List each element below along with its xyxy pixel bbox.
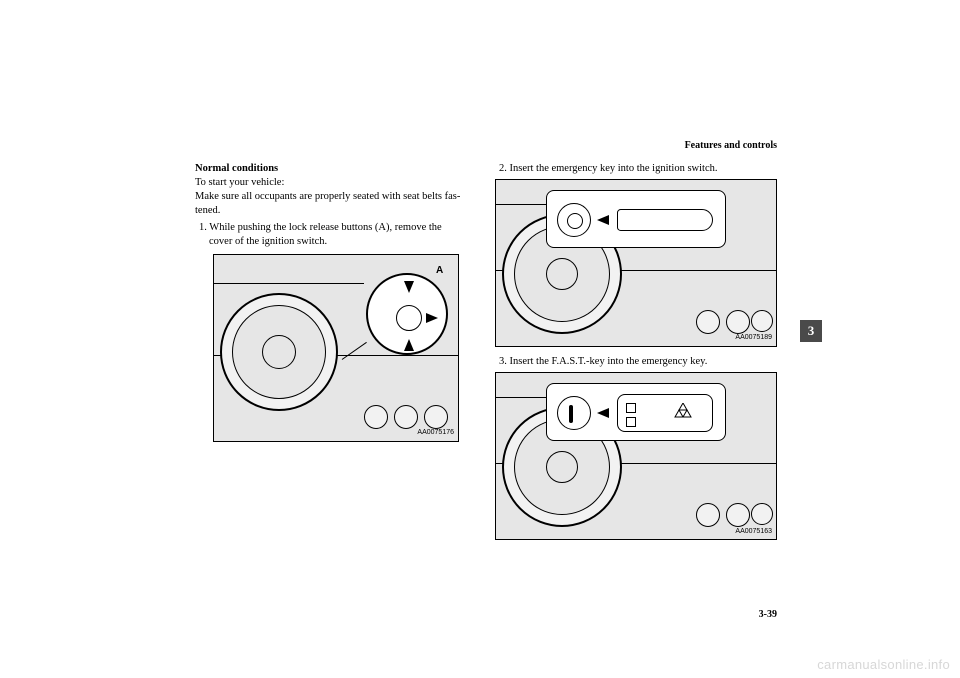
figure-3-art bbox=[496, 373, 776, 539]
mitsubishi-logo-icon bbox=[660, 403, 706, 429]
step-1-line-a: 1. While pushing the lock release button… bbox=[195, 221, 477, 234]
step-3: 3. Insert the F.A.S.T.-key into the emer… bbox=[495, 355, 777, 368]
figure-2-art bbox=[496, 180, 776, 346]
figure-3-inset bbox=[546, 383, 726, 441]
callout-label-a: A bbox=[436, 265, 443, 278]
figure-1: A AA0075176 bbox=[213, 254, 459, 442]
chapter-tab: 3 bbox=[800, 320, 822, 342]
figure-2-id: AA0075189 bbox=[735, 334, 772, 343]
figure-2: AA0075189 bbox=[495, 179, 777, 347]
figure-1-id: AA0075176 bbox=[417, 429, 454, 438]
right-column: 2. Insert the emergency key into the ign… bbox=[495, 162, 777, 548]
step-2: 2. Insert the emergency key into the ign… bbox=[495, 162, 777, 175]
figure-2-inset bbox=[546, 190, 726, 248]
columns: Normal conditions To start your vehicle:… bbox=[195, 162, 777, 548]
left-column: Normal conditions To start your vehicle:… bbox=[195, 162, 477, 548]
callout-circle bbox=[366, 273, 448, 355]
intro-line-1: To start your vehicle: bbox=[195, 176, 477, 189]
intro-line-3: tened. bbox=[195, 204, 477, 217]
figure-3: AA0075163 bbox=[495, 372, 777, 540]
figure-1-art: A bbox=[214, 255, 458, 441]
subheading-normal-conditions: Normal conditions bbox=[195, 162, 477, 175]
watermark: carmanualsonline.info bbox=[817, 657, 950, 672]
section-header: Features and controls bbox=[685, 140, 777, 151]
content-area: Features and controls 3 Normal condition… bbox=[195, 140, 777, 620]
step-1-line-b: cover of the ignition switch. bbox=[195, 235, 477, 248]
manual-page: Features and controls 3 Normal condition… bbox=[0, 0, 960, 678]
page-number: 3-39 bbox=[759, 609, 777, 620]
intro-line-2: Make sure all occupants are properly sea… bbox=[195, 190, 477, 203]
figure-3-id: AA0075163 bbox=[735, 528, 772, 537]
